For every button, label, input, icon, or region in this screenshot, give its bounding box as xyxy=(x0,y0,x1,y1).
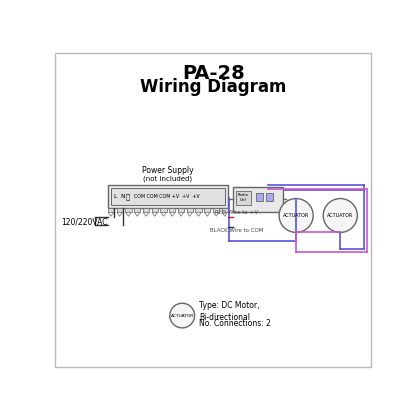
Circle shape xyxy=(323,198,357,233)
Text: (not included): (not included) xyxy=(143,175,193,182)
Text: Power Supply: Power Supply xyxy=(142,166,194,176)
Bar xyxy=(233,187,283,212)
Text: Wiring Diagram: Wiring Diagram xyxy=(140,78,286,96)
Bar xyxy=(111,188,225,205)
Bar xyxy=(116,208,123,213)
Bar xyxy=(213,208,219,213)
Text: PA-28: PA-28 xyxy=(182,64,245,83)
Bar xyxy=(108,208,114,213)
Text: ACTUATOR: ACTUATOR xyxy=(327,213,354,218)
Bar xyxy=(125,208,131,213)
Circle shape xyxy=(170,303,195,328)
Text: Type: DC Motor,
Bi-directional: Type: DC Motor, Bi-directional xyxy=(199,301,260,322)
Text: COM COM COM +V  +V  +V: COM COM COM +V +V +V xyxy=(134,194,200,199)
Bar xyxy=(151,208,158,213)
Text: No. Connections: 2: No. Connections: 2 xyxy=(199,319,271,328)
Bar xyxy=(236,191,251,205)
Bar xyxy=(256,193,263,201)
Bar xyxy=(108,185,228,208)
Circle shape xyxy=(279,198,313,233)
Bar xyxy=(187,208,193,213)
Bar xyxy=(161,208,166,213)
Text: BLACK Wire to COM: BLACK Wire to COM xyxy=(210,228,263,233)
Text: ⏚: ⏚ xyxy=(126,193,130,200)
Text: RED Wire to +V: RED Wire to +V xyxy=(215,210,258,215)
Bar xyxy=(196,208,202,213)
Bar xyxy=(222,208,228,213)
Text: L  N: L N xyxy=(114,194,126,199)
Bar xyxy=(169,208,176,213)
Bar xyxy=(143,208,149,213)
Text: ACTUATOR: ACTUATOR xyxy=(283,213,309,218)
Text: 120/220VAC: 120/220VAC xyxy=(61,217,108,226)
Bar xyxy=(204,208,210,213)
Text: Radio
Ctrl: Radio Ctrl xyxy=(238,193,249,202)
Bar xyxy=(134,208,140,213)
Bar xyxy=(266,193,273,201)
Bar xyxy=(178,208,184,213)
Text: ACTUATOR: ACTUATOR xyxy=(171,314,194,317)
